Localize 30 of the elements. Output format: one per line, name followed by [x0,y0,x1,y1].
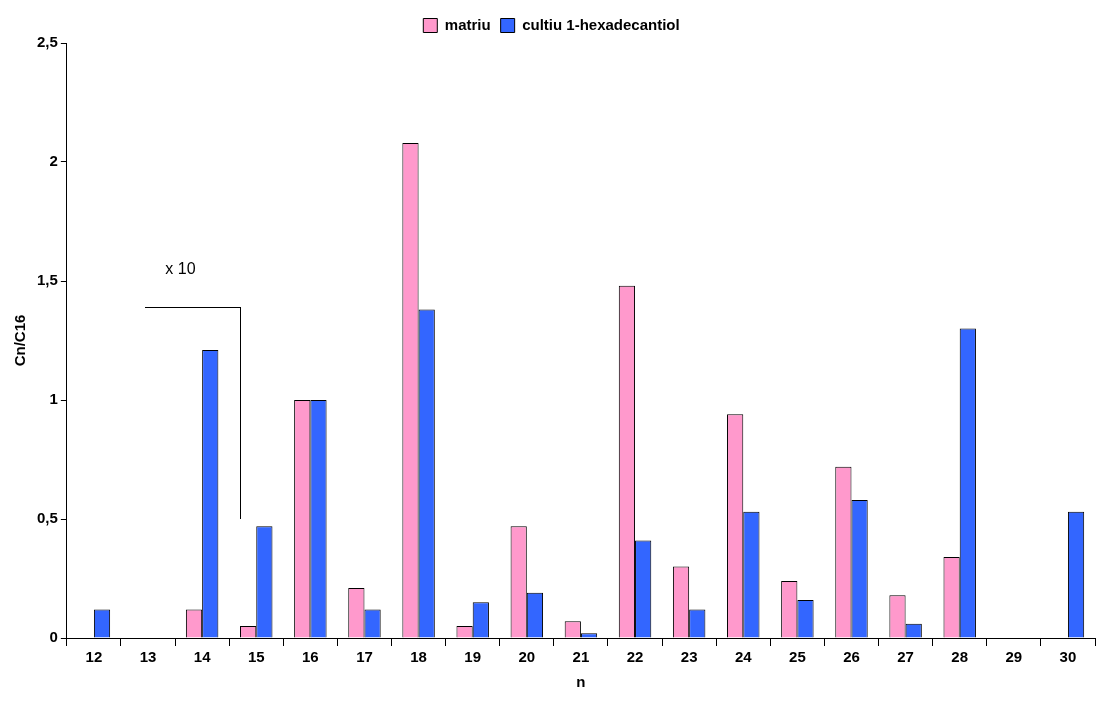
x-tick-label: 30 [1059,648,1077,666]
x-tick-label: 12 [85,648,103,666]
x-tick-label: 27 [897,648,914,666]
y-tick-label: 1,5 [36,271,58,289]
y-tick-label: 0 [49,628,58,646]
x-tick-label: 28 [951,648,969,666]
x-tick-label: 26 [843,648,860,666]
x-tick-label: 22 [626,648,644,666]
x-tick-label: 25 [789,648,806,666]
x-tick-label: 13 [139,648,157,666]
x-tick-label: 20 [518,648,536,666]
x-tick-label: 19 [464,648,482,666]
x-tick-label: 16 [302,648,319,666]
legend-label: matriu [444,15,491,33]
legend-label: cultiu 1-hexadecantiol [522,15,680,33]
x-tick-label: 15 [247,648,265,666]
y-tick-label: 0,5 [36,509,58,527]
y-tick-label: 1 [49,390,58,408]
x-tick-label: 14 [193,648,212,666]
x-tick-label: 24 [734,648,753,666]
annotation: x 10 [165,259,196,277]
x-tick-label: 17 [356,648,373,666]
x-axis-title: n [576,673,586,691]
x-tick-label: 23 [680,648,698,666]
y-axis-title: Cn/C16 [11,314,29,367]
x-tick-label: 18 [410,648,427,666]
x-tick-label: 21 [572,648,590,666]
y-tick-label: 2,5 [36,33,58,51]
y-tick-label: 2 [49,152,58,170]
x-tick-label: 29 [1005,648,1023,666]
